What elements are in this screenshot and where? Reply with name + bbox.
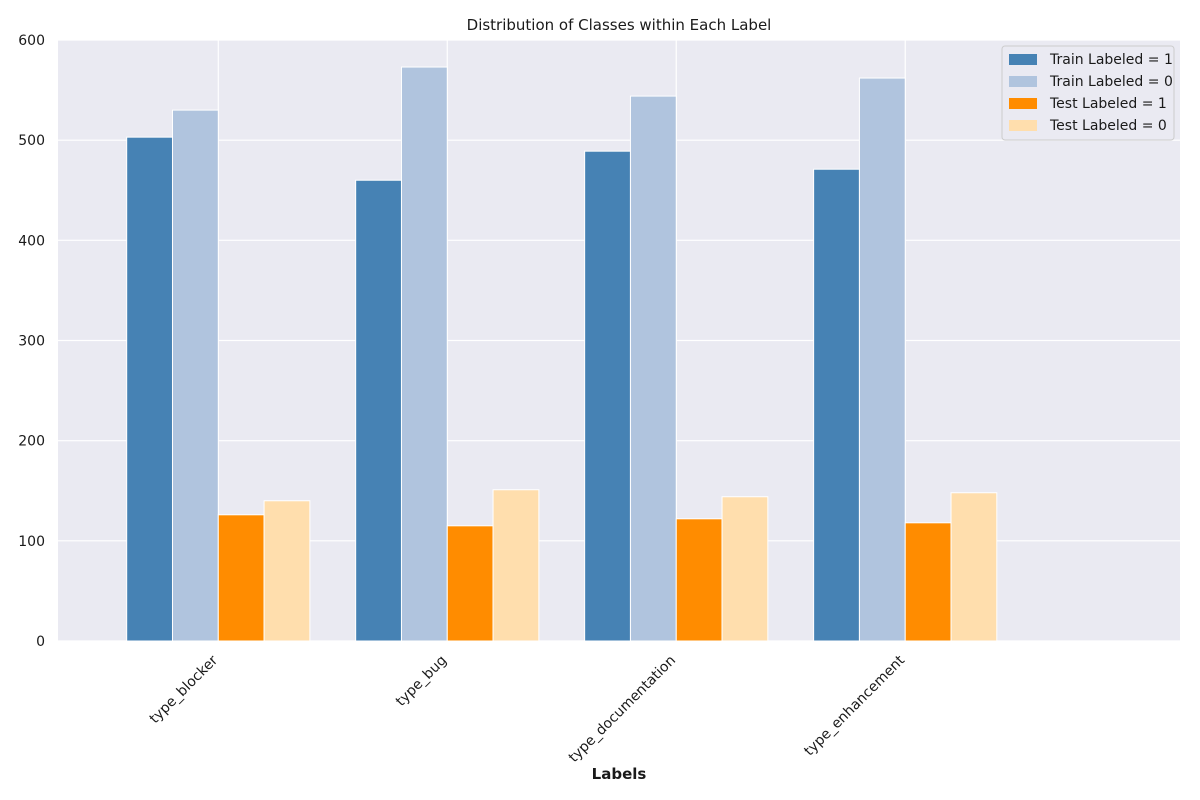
bar-type_enhancement-series-2 <box>904 522 952 642</box>
x-axis-label: Labels <box>592 765 647 783</box>
legend-swatch <box>1009 120 1037 131</box>
y-tick-label: 300 <box>18 334 45 350</box>
bar-type_enhancement-series-0 <box>813 168 860 642</box>
y-tick-label: 500 <box>18 133 45 149</box>
chart-title: Distribution of Classes within Each Labe… <box>467 16 772 34</box>
bar-type_blocker-series-1 <box>171 109 219 642</box>
bar-type_bug-series-0 <box>355 179 402 642</box>
legend-swatch <box>1009 76 1037 87</box>
x-tick-label: type_bug <box>393 653 450 710</box>
x-tick-label: type_blocker <box>147 652 222 727</box>
y-tick-label: 200 <box>18 434 45 450</box>
y-tick-label: 400 <box>18 233 45 249</box>
x-tick-label: type_enhancement <box>801 652 908 759</box>
bar-type_documentation-series-1 <box>629 95 677 642</box>
bar-type_bug-series-2 <box>446 525 494 642</box>
y-tick-label: 100 <box>18 534 45 550</box>
bar-type_documentation-series-0 <box>584 150 631 642</box>
legend: Train Labeled = 1 Train Labeled = 0 Test L… <box>1001 45 1175 141</box>
legend-label: Train Labeled = 1 <box>1049 52 1173 68</box>
legend-label: Train Labeled = 0 <box>1049 74 1173 90</box>
bar-type_bug-series-3 <box>492 489 540 642</box>
bar-type_blocker-series-0 <box>126 136 173 642</box>
y-tick-label: 0 <box>36 634 45 650</box>
y-tick-label: 600 <box>18 33 45 49</box>
legend-swatch <box>1009 54 1037 65</box>
legend-label: Test Labeled = 1 <box>1049 96 1167 112</box>
x-axis-ticks: type_blocker type_bug type_documentation ty… <box>147 652 909 766</box>
bar-type_enhancement-series-1 <box>858 77 906 642</box>
legend-box <box>1001 45 1175 141</box>
bar-type_enhancement-series-3 <box>950 492 998 642</box>
bars <box>126 66 998 642</box>
legend-swatch <box>1009 98 1037 109</box>
bar-type_blocker-series-2 <box>217 514 265 642</box>
bar-type_bug-series-1 <box>400 66 448 642</box>
x-tick-label: type_documentation <box>566 653 679 766</box>
bar-type_documentation-series-3 <box>721 496 769 642</box>
legend-label: Test Labeled = 0 <box>1049 118 1167 134</box>
y-axis-ticks: 0 100 200 300 400 500 600 <box>18 33 45 650</box>
bar-type_blocker-series-3 <box>263 500 311 642</box>
bar-type_documentation-series-2 <box>675 518 723 642</box>
